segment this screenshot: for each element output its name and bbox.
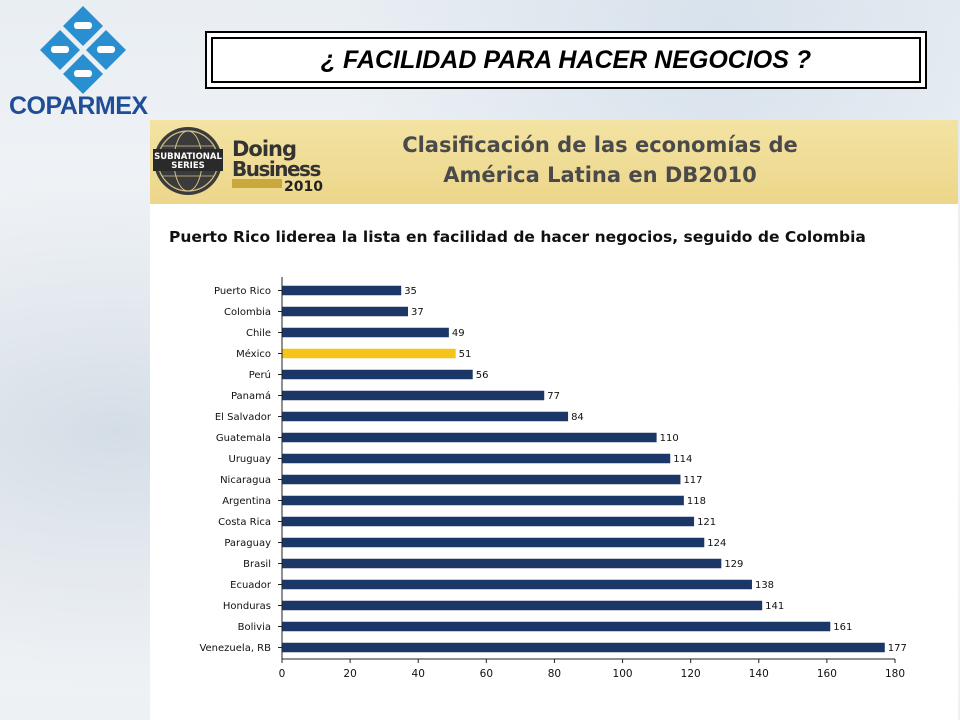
bar-el-salvador	[282, 411, 569, 422]
bar-nicaragua	[282, 474, 681, 485]
doing-business-logo-icon: SUBNATIONAL SERIES Doing Business 2010	[153, 127, 323, 195]
x-tick-label-0: 0	[279, 668, 286, 680]
banner-title: Clasificación de las economías de Améric…	[360, 130, 840, 190]
brand-line-2: Business	[232, 157, 320, 181]
category-label-chile: Chile	[246, 328, 271, 339]
bar-venezuela-rb	[282, 642, 885, 653]
category-label-colombia: Colombia	[224, 307, 271, 318]
value-label-costa-rica: 121	[697, 517, 716, 528]
bar-guatemala	[282, 432, 657, 443]
bar-chile	[282, 327, 449, 338]
value-label-peru: 56	[476, 370, 489, 381]
value-label-colombia: 37	[411, 307, 424, 318]
value-label-uruguay: 114	[673, 454, 692, 465]
bar-argentina	[282, 495, 684, 506]
bar-costa-rica	[282, 516, 695, 527]
value-label-nicaragua: 117	[683, 475, 702, 486]
bar-ecuador	[282, 579, 752, 590]
value-label-el-salvador: 84	[571, 412, 584, 423]
category-label-costa-rica: Costa Rica	[218, 517, 271, 528]
category-label-paraguay: Paraguay	[224, 538, 271, 549]
category-label-argentina: Argentina	[222, 496, 271, 507]
value-label-chile: 49	[452, 328, 465, 339]
x-tick-label-20: 20	[343, 668, 356, 680]
coparmex-logo-icon	[40, 6, 126, 94]
bar-colombia	[282, 306, 409, 317]
x-tick-label-100: 100	[613, 668, 633, 680]
value-label-honduras: 141	[765, 601, 784, 612]
category-label-mexico: México	[236, 348, 271, 360]
brand-line-1: Doing	[232, 137, 296, 161]
bar-group: Puerto Rico 35 Colombia 37 Chile 49 México 51 Pe…	[199, 285, 907, 654]
brand-year: 2010	[284, 179, 323, 195]
headline-frame: ¿ FACILIDAD PARA HACER NEGOCIOS ?	[205, 31, 927, 89]
category-label-puerto-rico: Puerto Rico	[214, 286, 271, 297]
x-tick-label-180: 180	[885, 668, 905, 680]
x-tick-label-40: 40	[412, 668, 425, 680]
category-label-el-salvador: El Salvador	[215, 412, 272, 423]
x-tick-label-80: 80	[548, 668, 561, 680]
value-label-paraguay: 124	[707, 538, 726, 549]
value-label-ecuador: 138	[755, 580, 774, 591]
category-label-brasil: Brasil	[243, 559, 271, 570]
value-label-bolivia: 161	[833, 622, 852, 633]
bar-panama	[282, 390, 545, 401]
coparmex-logo-text: COPARMEX	[9, 92, 148, 120]
x-tick-label-140: 140	[749, 668, 769, 680]
headline-inner-frame: ¿ FACILIDAD PARA HACER NEGOCIOS ?	[211, 37, 921, 83]
bar-uruguay	[282, 453, 671, 464]
value-label-puerto-rico: 35	[404, 286, 417, 297]
x-axis: 0 20 40 60 80 100 120 140 160 180	[279, 277, 905, 680]
value-label-mexico: 51	[459, 349, 472, 360]
bar-brasil	[282, 558, 722, 569]
category-label-peru: Perú	[249, 369, 271, 381]
banner-title-line-1: Clasificación de las economías de	[402, 133, 798, 157]
bar-honduras	[282, 600, 763, 611]
bar-paraguay	[282, 537, 705, 548]
value-label-venezuela-rb: 177	[888, 643, 907, 654]
category-label-nicaragua: Nicaragua	[220, 475, 271, 486]
bar-bolivia	[282, 621, 831, 632]
value-label-guatemala: 110	[660, 433, 679, 444]
category-label-uruguay: Uruguay	[229, 454, 272, 465]
x-tick-label-120: 120	[681, 668, 701, 680]
value-label-panama: 77	[547, 391, 560, 402]
chart-subtitle: Puerto Rico liderea la lista en facilida…	[169, 228, 866, 246]
category-label-venezuela-rb: Venezuela, RB	[199, 643, 271, 654]
bar-puerto-rico	[282, 285, 402, 296]
bar-mexico	[282, 348, 456, 359]
report-banner: SUBNATIONAL SERIES Doing Business 2010 C…	[150, 120, 958, 204]
slide-panel: SUBNATIONAL SERIES Doing Business 2010 C…	[150, 120, 958, 720]
badge-line-1: SUBNATIONAL	[154, 152, 222, 162]
ranking-bar-chart: Puerto Rico 35 Colombia 37 Chile 49 México 51 Pe…	[199, 277, 907, 680]
banner-title-line-2: América Latina en DB2010	[443, 163, 757, 187]
value-label-argentina: 118	[687, 496, 706, 507]
category-label-bolivia: Bolivia	[238, 622, 271, 633]
x-tick-label-60: 60	[480, 668, 493, 680]
category-label-ecuador: Ecuador	[230, 580, 272, 591]
badge-line-2: SERIES	[171, 161, 205, 171]
page-title: ¿ FACILIDAD PARA HACER NEGOCIOS ?	[320, 45, 812, 74]
bar-peru	[282, 369, 473, 380]
value-label-brasil: 129	[724, 559, 743, 570]
x-tick-label-160: 160	[817, 668, 837, 680]
category-label-panama: Panamá	[231, 390, 271, 402]
category-label-honduras: Honduras	[223, 601, 271, 612]
category-label-guatemala: Guatemala	[216, 433, 271, 444]
